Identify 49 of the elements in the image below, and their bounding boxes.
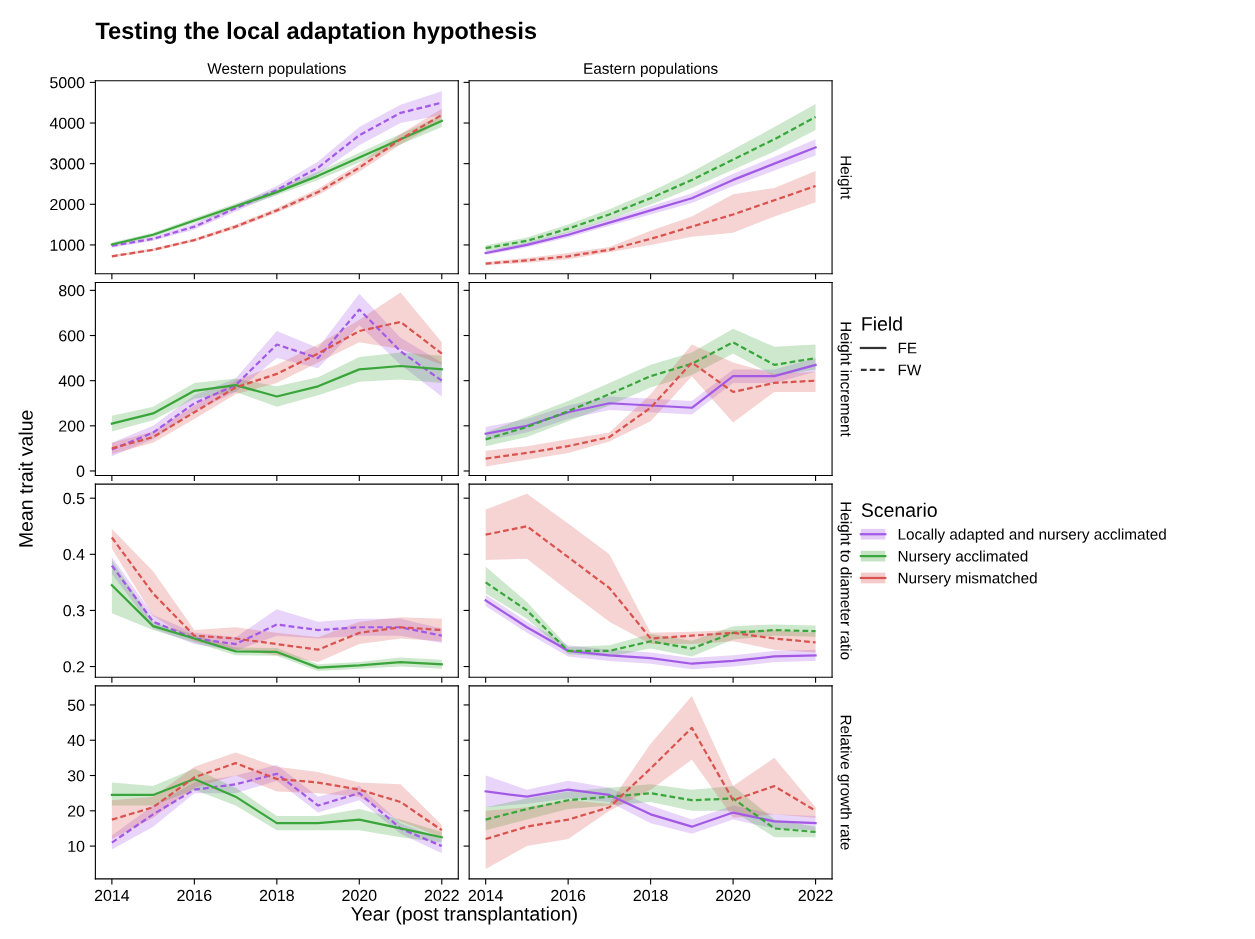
text: Year (post transplantation) xyxy=(351,906,577,925)
chart-title: Eastern populations xyxy=(584,62,718,77)
text: Testing the local adaptation hypothesis xyxy=(95,21,537,44)
legend-title: Scenario xyxy=(861,502,937,518)
x-tick-label: 2014 xyxy=(94,889,130,902)
legend-label: FW xyxy=(898,364,922,376)
x-tick-label: 2018 xyxy=(633,889,668,902)
y-tick-label: 0.2 xyxy=(63,661,85,673)
line-series xyxy=(110,777,443,839)
y-tick-label: 0 xyxy=(76,465,85,477)
y-tick-label: 5000 xyxy=(50,77,85,89)
text: Mean trait value xyxy=(18,410,33,547)
y-tick-label: 4000 xyxy=(49,117,85,129)
y-tick-label: 2000 xyxy=(50,198,85,211)
y-tick-label: 800 xyxy=(59,285,85,297)
y-tick-label: 600 xyxy=(59,330,85,342)
y-tick-label: 0.4 xyxy=(63,548,85,561)
y-tick-label: 3000 xyxy=(50,158,85,170)
x-tick-label: 2016 xyxy=(177,889,212,902)
x-tick-label: 2016 xyxy=(551,889,586,902)
line-series xyxy=(110,762,443,832)
y2-axis-title: Height to diameter ratio xyxy=(837,502,852,660)
x-tick-label: 2014 xyxy=(468,889,503,902)
y-tick-label: 40 xyxy=(67,734,85,747)
y-tick-label: 0.3 xyxy=(63,605,85,617)
legend-label: Locally adapted and nursery acclimated xyxy=(898,528,1166,543)
legend-label: FE xyxy=(898,342,917,354)
line-series xyxy=(110,584,443,669)
x-tick-label: 2020 xyxy=(342,889,377,902)
y-tick-label: 50 xyxy=(67,699,85,711)
y2-axis-title: Height increment xyxy=(837,322,852,437)
y2-axis-title: Relative growth rate xyxy=(837,715,852,850)
x-tick-label: 2020 xyxy=(716,889,751,902)
legend-title: Field xyxy=(862,316,902,331)
y-tick-label: 10 xyxy=(68,840,85,853)
y2-axis-title: Height xyxy=(837,156,852,200)
y-tick-label: 30 xyxy=(67,770,85,782)
y-tick-label: 0.5 xyxy=(63,492,85,505)
y-tick-label: 400 xyxy=(58,375,85,387)
line-series xyxy=(110,364,443,425)
x-tick-label: 2018 xyxy=(259,889,294,902)
chart-title: Western populations xyxy=(207,62,346,77)
x-tick-label: 2022 xyxy=(424,889,459,902)
x-tick-label: 2022 xyxy=(798,889,833,902)
y-tick-label: 200 xyxy=(59,420,85,432)
y-tick-label: 1000 xyxy=(50,239,85,251)
legend-label: Nursery acclimated xyxy=(898,550,1028,565)
y-tick-label: 20 xyxy=(68,805,85,817)
legend-label: Nursery mismatched xyxy=(898,572,1037,587)
